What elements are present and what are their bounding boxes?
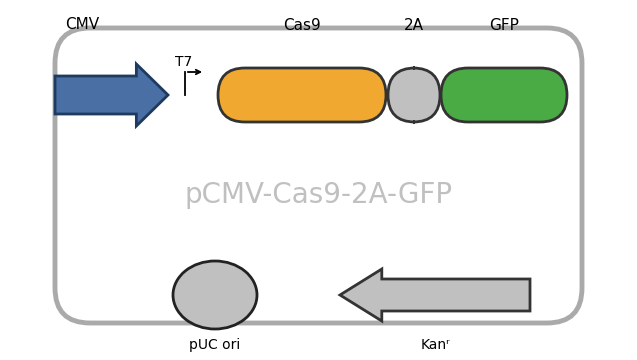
FancyBboxPatch shape <box>388 68 440 122</box>
Text: pUC ori: pUC ori <box>189 338 241 352</box>
Ellipse shape <box>173 261 257 329</box>
Text: T7: T7 <box>175 55 192 69</box>
Text: GFP: GFP <box>489 18 519 33</box>
FancyBboxPatch shape <box>218 68 386 122</box>
Text: pCMV-Cas9-2A-GFP: pCMV-Cas9-2A-GFP <box>185 181 452 209</box>
FancyBboxPatch shape <box>441 68 567 122</box>
Text: Cas9: Cas9 <box>283 18 321 33</box>
Polygon shape <box>55 64 168 126</box>
Text: CMV: CMV <box>65 17 99 32</box>
Text: Kanʳ: Kanʳ <box>420 338 450 352</box>
Polygon shape <box>340 269 530 321</box>
Text: 2A: 2A <box>404 18 424 33</box>
